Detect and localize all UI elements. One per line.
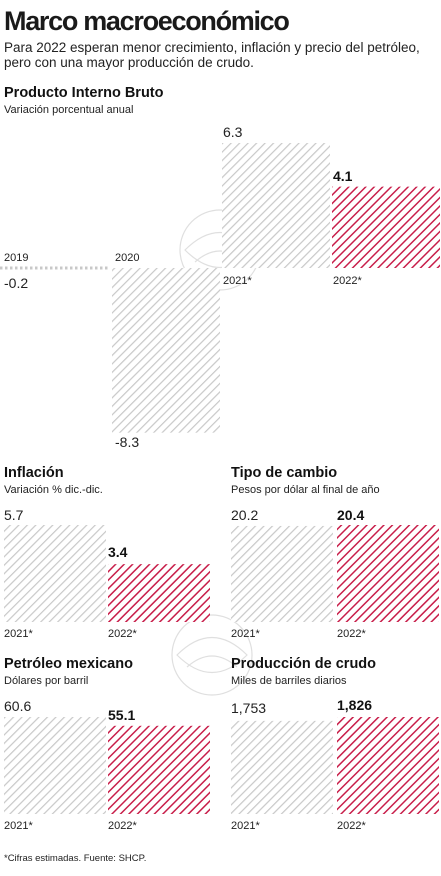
chart-crude-production: Producción de crudo Miles de barriles di… bbox=[231, 656, 439, 832]
value-label: 1,753 bbox=[231, 700, 266, 716]
page-title: Marco macroeconómico bbox=[4, 6, 290, 36]
chart-title: Inflación bbox=[4, 465, 64, 481]
bar-2020 bbox=[112, 268, 220, 433]
value-label: 6.3 bbox=[223, 124, 243, 140]
category-label: 2022* bbox=[333, 275, 362, 287]
bar-2022 bbox=[332, 186, 440, 268]
value-label: 20.2 bbox=[231, 507, 258, 523]
bar-2021 bbox=[231, 720, 333, 814]
page-subtitle: Para 2022 esperan menor crecimiento, inf… bbox=[4, 40, 420, 70]
value-label: 1,826 bbox=[337, 697, 372, 713]
value-label: 3.4 bbox=[108, 544, 128, 560]
value-label: 55.1 bbox=[108, 707, 135, 723]
chart-gdp: Producto Interno Bruto Variación porcent… bbox=[0, 85, 440, 450]
value-label: -0.2 bbox=[4, 275, 28, 291]
chart-title: Producción de crudo bbox=[231, 656, 376, 672]
chart-subtitle: Variación porcentual anual bbox=[4, 104, 133, 116]
category-label: 2021* bbox=[4, 628, 33, 640]
chart-subtitle: Miles de barriles diarios bbox=[231, 675, 347, 687]
value-label: 4.1 bbox=[333, 168, 353, 184]
category-label: 2022* bbox=[108, 820, 137, 832]
source-note: *Cifras estimadas. Fuente: SHCP. bbox=[4, 853, 147, 864]
category-label: 2021* bbox=[4, 820, 33, 832]
bar-2021 bbox=[4, 525, 106, 622]
category-label: 2019 bbox=[4, 252, 28, 264]
value-label: 60.6 bbox=[4, 698, 31, 714]
category-label: 2021* bbox=[223, 275, 252, 287]
category-label: 2021* bbox=[231, 628, 260, 640]
category-label: 2021* bbox=[231, 820, 260, 832]
eagle-seal-watermark bbox=[171, 614, 253, 696]
category-label: 2020 bbox=[115, 252, 139, 264]
chart-title: Petróleo mexicano bbox=[4, 656, 133, 672]
chart-subtitle: Dólares por barril bbox=[4, 675, 88, 687]
chart-title: Tipo de cambio bbox=[231, 465, 337, 481]
chart-inflation: Inflación Variación % dic.-dic. 5.7 3.4 … bbox=[4, 465, 210, 640]
bar-2021 bbox=[4, 717, 106, 814]
bar-2022 bbox=[108, 564, 210, 622]
category-label: 2022* bbox=[337, 820, 366, 832]
chart-oil-price: Petróleo mexicano Dólares por barril 60.… bbox=[4, 656, 210, 832]
bar-2022 bbox=[108, 725, 210, 814]
category-label: 2022* bbox=[108, 628, 137, 640]
bar-2021 bbox=[222, 143, 330, 268]
chart-exchange-rate: Tipo de cambio Pesos por dólar al final … bbox=[231, 465, 439, 640]
chart-title: Producto Interno Bruto bbox=[4, 85, 164, 101]
value-label: 20.4 bbox=[337, 507, 364, 523]
chart-subtitle: Variación % dic.-dic. bbox=[4, 484, 103, 496]
value-label: -8.3 bbox=[115, 434, 139, 450]
bar-2022 bbox=[337, 717, 439, 814]
bar-2022 bbox=[337, 525, 439, 622]
value-label: 5.7 bbox=[4, 507, 24, 523]
category-label: 2022* bbox=[337, 628, 366, 640]
chart-subtitle: Pesos por dólar al final de año bbox=[231, 484, 380, 496]
bar-2021 bbox=[231, 525, 333, 622]
